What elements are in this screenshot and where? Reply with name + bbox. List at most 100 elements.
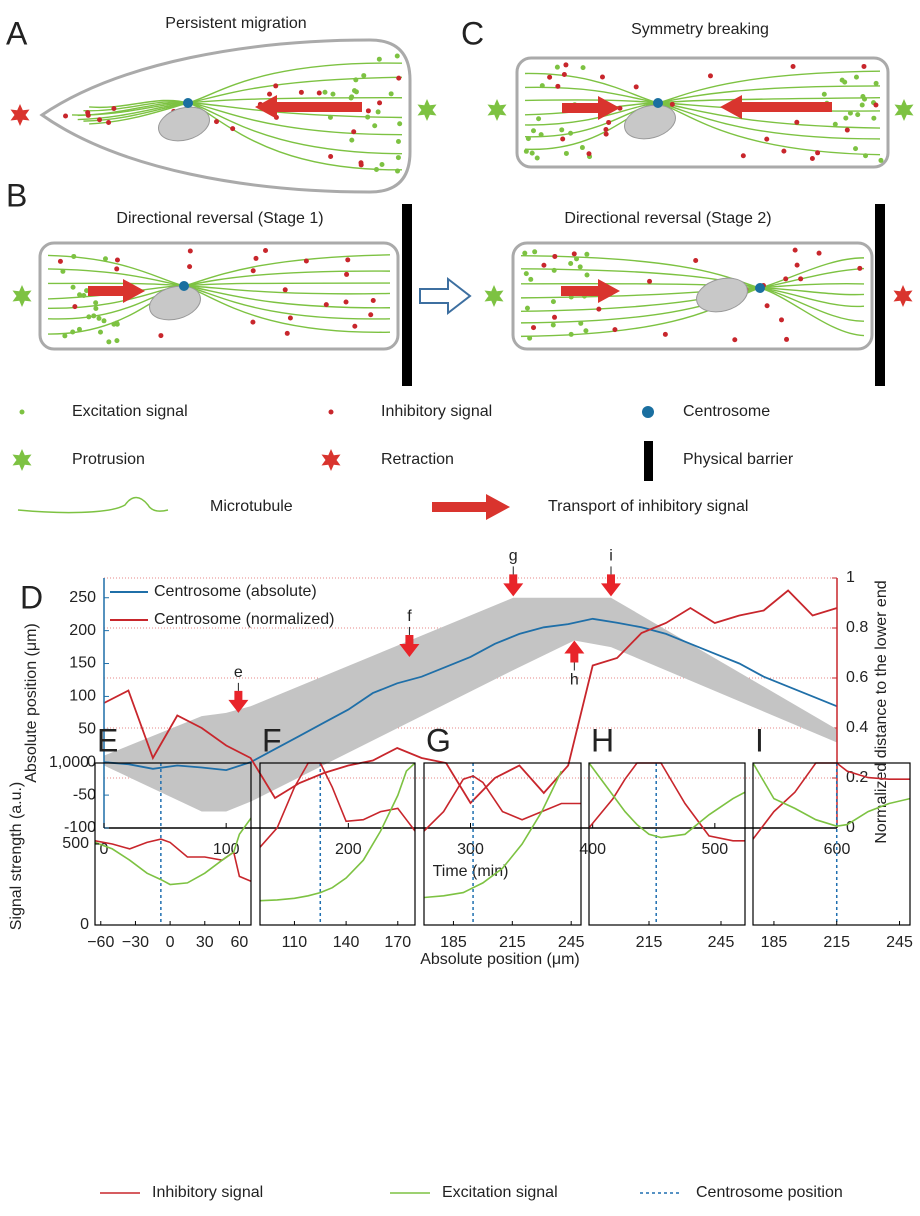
cell-outline bbox=[511, 241, 874, 351]
signal-dot bbox=[816, 250, 822, 256]
signal-dot bbox=[284, 330, 290, 336]
signal-dot bbox=[606, 119, 612, 125]
y-axis-label: Signal strength (a.u.) bbox=[8, 782, 25, 931]
legend-icon bbox=[432, 494, 510, 520]
data-line bbox=[95, 838, 251, 883]
microtubule bbox=[524, 86, 659, 104]
microtubule bbox=[524, 102, 659, 126]
y-tick-label: -100 bbox=[64, 819, 96, 836]
cell-contents bbox=[10, 53, 914, 345]
star bbox=[484, 285, 504, 307]
data-line bbox=[103, 589, 838, 805]
signal-dot bbox=[574, 256, 580, 262]
panel-title: Persistent migration bbox=[165, 15, 306, 32]
signal-dot bbox=[361, 73, 367, 79]
data-line bbox=[424, 770, 563, 899]
barrier bbox=[402, 204, 412, 386]
signal-dot bbox=[365, 114, 371, 120]
signal-dot bbox=[250, 319, 256, 325]
signal-dot bbox=[62, 333, 68, 339]
microtubule bbox=[183, 282, 391, 287]
signal-dot bbox=[395, 138, 401, 144]
legend-label: Excitation signal bbox=[442, 1184, 558, 1201]
signal-dot bbox=[85, 110, 91, 116]
panel-label: F bbox=[262, 722, 282, 758]
signal-dot bbox=[781, 148, 787, 154]
microtubule bbox=[520, 283, 761, 289]
data-line bbox=[589, 762, 745, 842]
signal-dot bbox=[345, 257, 351, 263]
signal-dot bbox=[571, 251, 577, 257]
signal-dot bbox=[647, 278, 653, 284]
signal-dot bbox=[554, 64, 560, 70]
legend-label: Retraction bbox=[381, 451, 454, 468]
microtubule bbox=[759, 283, 865, 289]
cell-outline bbox=[38, 241, 400, 351]
panel-label: I bbox=[755, 722, 764, 758]
microtubule bbox=[183, 254, 391, 287]
signal-dot bbox=[70, 284, 76, 290]
signal-dot bbox=[857, 265, 863, 271]
signal-dot bbox=[388, 91, 394, 97]
signal-dot bbox=[230, 126, 236, 132]
charts: D 0 0.2 0.4 0.6 0.8 1 Centrosome (absolute) Cent… bbox=[8, 548, 913, 1202]
signal-dot bbox=[530, 128, 536, 134]
legend-icon bbox=[642, 406, 654, 418]
annotation-arrow bbox=[503, 574, 524, 597]
signal-dot bbox=[106, 339, 112, 345]
signal-dot bbox=[111, 321, 117, 327]
signal-dot bbox=[536, 116, 542, 122]
transport-arrow bbox=[255, 95, 362, 119]
signal-dot bbox=[267, 91, 273, 97]
signal-dot bbox=[349, 137, 355, 143]
signal-dot bbox=[693, 257, 699, 263]
nucleus bbox=[696, 277, 748, 313]
signal-dot bbox=[524, 305, 530, 311]
y2-tick-label: 0.8 bbox=[846, 619, 868, 636]
microtubule bbox=[183, 285, 391, 295]
legend-label: Protrusion bbox=[72, 451, 145, 468]
signal-dot bbox=[764, 303, 770, 309]
signal-dot bbox=[353, 77, 359, 83]
x-tick-label: 300 bbox=[457, 841, 484, 858]
signal-dot bbox=[583, 328, 589, 334]
microtubule bbox=[47, 282, 185, 287]
signal-dot bbox=[552, 314, 558, 320]
diagram-legend: Excitation signal Inhibitory signal Cent… bbox=[12, 403, 794, 520]
signal-dot bbox=[563, 62, 569, 68]
signal-dot bbox=[853, 74, 859, 80]
x-tick-label: 60 bbox=[231, 934, 249, 951]
signal-dot bbox=[662, 331, 668, 337]
signal-dot bbox=[368, 312, 374, 318]
signal-dot bbox=[578, 320, 584, 326]
signal-dot bbox=[397, 121, 403, 127]
signal-dot bbox=[707, 73, 713, 79]
y2-tick-label: 0.6 bbox=[846, 669, 868, 686]
signal-dot bbox=[843, 115, 849, 121]
signal-dot bbox=[365, 108, 371, 114]
centrosome bbox=[183, 98, 193, 108]
signal-dot bbox=[396, 75, 402, 81]
signal-dot bbox=[187, 264, 193, 270]
panel-label: D bbox=[20, 579, 43, 615]
signal-dot bbox=[550, 322, 556, 328]
signal-dot bbox=[539, 83, 545, 89]
signal-dot bbox=[351, 88, 357, 94]
signal-dot bbox=[784, 336, 790, 342]
signal-dot bbox=[532, 249, 538, 255]
signal-dot bbox=[375, 109, 381, 115]
signal-dot bbox=[633, 84, 639, 90]
microtubule bbox=[524, 99, 659, 104]
star bbox=[487, 99, 507, 121]
signal-dot bbox=[844, 127, 850, 133]
legend-icon bbox=[17, 496, 169, 514]
signal-dot bbox=[372, 123, 378, 129]
centrosome bbox=[755, 283, 765, 293]
signal-dot bbox=[809, 156, 815, 162]
signal-dot bbox=[538, 132, 544, 138]
y-tick-label: 1,000 bbox=[49, 754, 89, 771]
signal-dot bbox=[603, 131, 609, 137]
data-line bbox=[103, 617, 838, 772]
signal-dot bbox=[603, 126, 609, 132]
